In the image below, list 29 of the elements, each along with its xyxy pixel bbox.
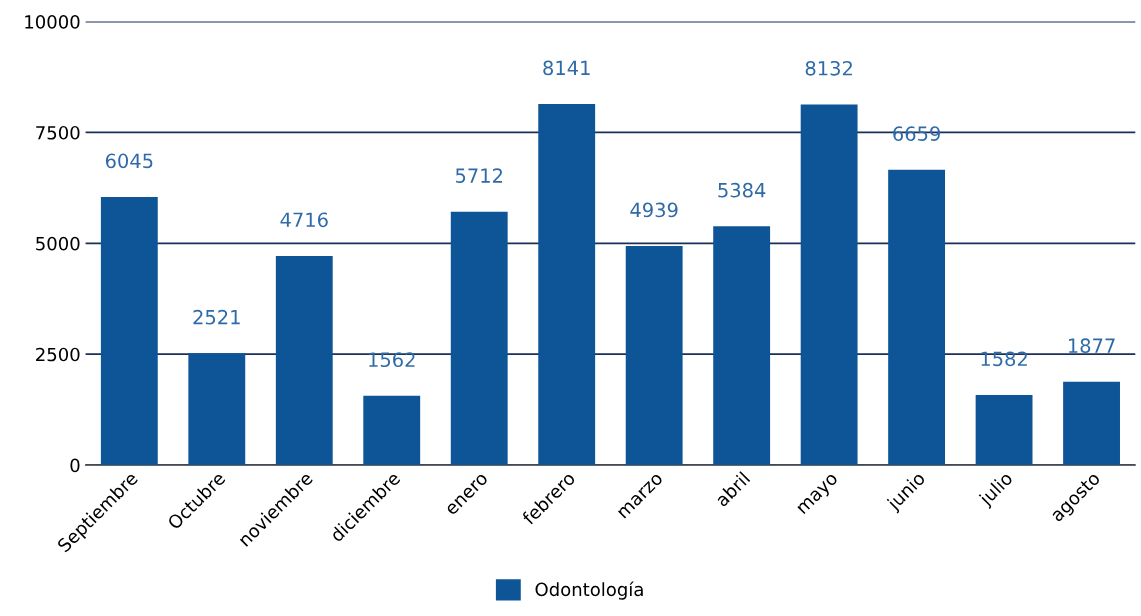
y-tick-label: 2500 [36, 347, 80, 362]
bar [1063, 381, 1120, 466]
data-label: 8132 [805, 60, 852, 76]
bar [625, 246, 683, 466]
data-label: 4716 [280, 212, 328, 228]
data-label: 1877 [1068, 338, 1115, 354]
y-tick-label: 0 [70, 458, 80, 473]
y-tick-label: 5000 [36, 236, 80, 251]
data-label: 4939 [630, 202, 678, 218]
bar [275, 255, 333, 466]
bar [363, 395, 421, 466]
bar [713, 226, 771, 466]
data-label: 5384 [718, 182, 766, 198]
data-label: 8141 [543, 60, 590, 76]
data-label: 5712 [455, 168, 503, 183]
bar [450, 211, 508, 466]
legend-label: Odontología [535, 581, 643, 600]
data-label: 2521 [193, 309, 240, 325]
data-label: 6045 [105, 153, 153, 169]
data-label: 1562 [369, 352, 415, 368]
bar [800, 104, 858, 466]
bar [888, 169, 946, 466]
bar [100, 196, 158, 466]
bar [538, 104, 596, 466]
data-label: 1582 [981, 351, 1027, 367]
y-tick-label: 10000 [25, 15, 80, 29]
bar [188, 353, 246, 466]
y-tick-label: 7500 [36, 125, 80, 140]
bar [975, 394, 1033, 466]
